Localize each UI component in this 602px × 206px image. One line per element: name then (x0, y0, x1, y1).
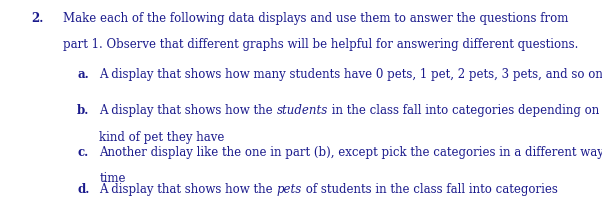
Text: kind of pet they have: kind of pet they have (99, 131, 225, 144)
Text: pets: pets (277, 183, 302, 196)
Text: A display that shows how many students have 0 pets, 1 pet, 2 pets, 3 pets, and s: A display that shows how many students h… (99, 68, 602, 81)
Text: time: time (99, 172, 126, 185)
Text: in the class fall into categories depending on what: in the class fall into categories depend… (328, 104, 602, 117)
Text: part 1. Observe that different graphs will be helpful for answering different qu: part 1. Observe that different graphs wi… (63, 38, 579, 52)
Text: A display that shows how the: A display that shows how the (99, 104, 277, 117)
Text: d.: d. (77, 183, 90, 196)
Text: students: students (277, 104, 328, 117)
Text: b.: b. (77, 104, 90, 117)
Text: 2.: 2. (31, 12, 44, 25)
Text: of students in the class fall into categories: of students in the class fall into categ… (302, 183, 558, 196)
Text: a.: a. (77, 68, 89, 81)
Text: Make each of the following data displays and use them to answer the questions fr: Make each of the following data displays… (63, 12, 568, 25)
Text: Another display like the one in part (b), except pick the categories in a differ: Another display like the one in part (b)… (99, 145, 602, 159)
Text: A display that shows how the: A display that shows how the (99, 183, 277, 196)
Text: c.: c. (77, 145, 88, 159)
